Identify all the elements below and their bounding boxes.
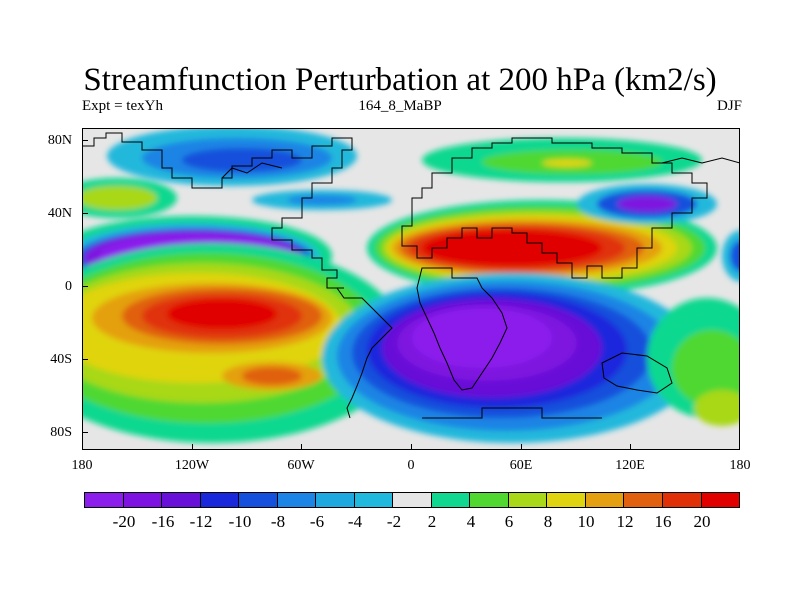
plot-title: Streamfunction Perturbation at 200 hPa (… xyxy=(83,62,717,98)
colorbar-swatch xyxy=(431,493,471,507)
colorbar-swatch xyxy=(701,493,740,507)
y-tick-mark xyxy=(82,213,88,214)
colorbar xyxy=(84,492,740,508)
colorbar-swatch xyxy=(162,493,201,507)
x-tick-mark xyxy=(521,444,522,450)
experiment-label: Expt = texYh xyxy=(82,98,163,114)
y-tick-mark xyxy=(82,286,88,287)
y-tick-40n: 40N xyxy=(47,206,72,221)
colorbar-swatch xyxy=(662,493,702,507)
colorbar-label: -12 xyxy=(189,512,213,531)
colorbar-label: 8 xyxy=(543,512,553,531)
x-tick-60w: 60W xyxy=(287,458,315,473)
x-tick-60e: 60E xyxy=(509,458,533,473)
x-tick-mark xyxy=(411,444,412,450)
colorbar-label: -16 xyxy=(151,512,175,531)
colorbar-label: -2 xyxy=(386,512,402,531)
streamfunction-map xyxy=(82,128,740,450)
colorbar-label: 10 xyxy=(577,512,595,531)
field-shading xyxy=(82,128,740,443)
continent-outlines xyxy=(82,132,740,419)
case-label: 164_8_MaBP xyxy=(358,98,442,114)
colorbar-label: -4 xyxy=(347,512,363,531)
x-tick-0: 0 xyxy=(407,458,415,473)
colorbar-swatch xyxy=(239,493,278,507)
colorbar-swatch xyxy=(123,493,163,507)
colorbar-swatch xyxy=(547,493,586,507)
x-tick-mark xyxy=(301,444,302,450)
x-tick-120e: 120E xyxy=(615,458,645,473)
y-tick-mark xyxy=(82,432,88,433)
colorbar-swatch xyxy=(508,493,548,507)
y-tick-80n: 80N xyxy=(47,133,72,148)
x-tick-mark xyxy=(630,444,631,450)
x-tick-mark xyxy=(192,444,193,450)
y-tick-mark xyxy=(82,359,88,360)
colorbar-label: 2 xyxy=(427,512,437,531)
map-plot-area xyxy=(82,128,740,450)
y-tick-80s: 80S xyxy=(50,425,72,440)
colorbar-swatch xyxy=(277,493,317,507)
colorbar-swatch xyxy=(200,493,240,507)
colorbar-swatch xyxy=(85,493,124,507)
colorbar-label: 6 xyxy=(504,512,514,531)
colorbar-swatch xyxy=(393,493,432,507)
y-tick-mark xyxy=(82,140,88,141)
colorbar-label: -20 xyxy=(112,512,136,531)
colorbar-label: -6 xyxy=(309,512,325,531)
colorbar-swatch xyxy=(470,493,509,507)
colorbar-swatch xyxy=(316,493,355,507)
colorbar-label: 20 xyxy=(693,512,711,531)
colorbar-label: 16 xyxy=(654,512,672,531)
colorbar-swatch xyxy=(354,493,394,507)
x-tick-180e: 180 xyxy=(729,458,751,473)
x-tick-180w: 180 xyxy=(71,458,93,473)
colorbar-label: -8 xyxy=(270,512,286,531)
colorbar-swatch xyxy=(585,493,625,507)
colorbar-label: 4 xyxy=(466,512,476,531)
season-label: DJF xyxy=(716,98,742,114)
x-tick-120w: 120W xyxy=(174,458,210,473)
y-tick-40s: 40S xyxy=(50,352,72,367)
colorbar-label: 12 xyxy=(616,512,634,531)
colorbar-swatch xyxy=(624,493,663,507)
y-tick-0: 0 xyxy=(65,279,72,294)
colorbar-label: -10 xyxy=(228,512,252,531)
